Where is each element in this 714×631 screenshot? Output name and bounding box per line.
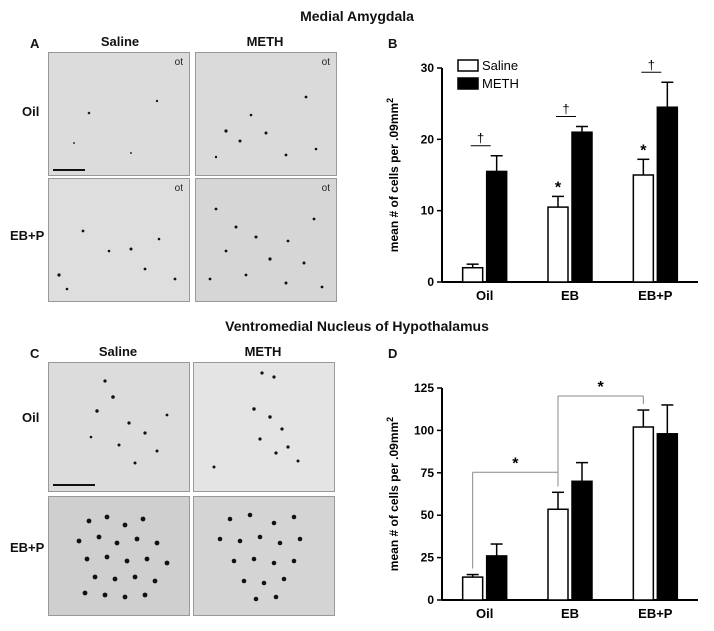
significance-asterisk: *: [555, 179, 562, 196]
micrograph-ma-meth-oil-cells: [214, 95, 318, 159]
panel-label-d: D: [388, 346, 398, 361]
bar-saline: [632, 174, 655, 283]
significance-dagger: †: [648, 57, 655, 72]
micrograph-vmh-saline-oil-cells: [53, 379, 169, 486]
x-tick-label: EB+P: [638, 606, 673, 621]
micrograph-vmh-meth-oil-cells: [212, 371, 300, 469]
top-section-title: Medial Amygdala: [300, 8, 414, 24]
bar-saline: [547, 206, 569, 283]
y-tick-label: 25: [421, 551, 435, 565]
y-tick-label: 30: [421, 61, 435, 75]
col-header-meth-top: METH: [246, 34, 284, 49]
micrograph-vmh-meth-oil: [193, 362, 335, 492]
significance-asterisk: *: [640, 142, 647, 159]
bar-saline: [547, 508, 569, 601]
y-tick-label: 20: [421, 132, 435, 146]
micrograph-vmh-saline-oil: [48, 362, 190, 492]
x-tick-label: EB+P: [638, 288, 673, 303]
row-header-ebp-top: EB+P: [10, 228, 45, 243]
y-tick-label: 75: [421, 466, 435, 480]
micrograph-vmh-saline-ebp-cells: [76, 514, 170, 600]
significance-dagger: †: [477, 131, 484, 146]
y-tick-label: 0: [427, 275, 434, 289]
legend-swatch-saline: [457, 59, 479, 72]
col-header-saline-bottom: Saline: [98, 344, 138, 359]
micrograph-ma-meth-oil: ot: [195, 52, 337, 176]
chart-d: 0 25 50 75 100 125 mean # of cells per .09mm2 O…: [385, 379, 698, 621]
x-tick-label: EB: [561, 288, 579, 303]
bar-meth: [485, 555, 508, 601]
x-tick-label: Oil: [476, 606, 493, 621]
micrograph-ma-meth-ebp-cells: [208, 207, 324, 289]
y-tick-label: 50: [421, 508, 435, 522]
bar-meth: [656, 106, 679, 283]
bar-saline: [632, 426, 655, 601]
ot-label: ot: [321, 57, 330, 68]
y-axis-label: mean # of cells per .09mm2: [385, 98, 401, 252]
micrograph-ma-saline-ebp: ot: [48, 178, 190, 302]
panel-label-c: C: [30, 346, 40, 361]
legend-swatch-meth: [457, 77, 479, 90]
significance-asterisk: *: [512, 455, 519, 472]
row-header-oil-bottom: Oil: [22, 410, 40, 425]
panel-label-a: A: [30, 36, 40, 51]
col-header-meth-bottom: METH: [244, 344, 282, 359]
micrograph-ma-meth-ebp: ot: [195, 178, 337, 302]
ot-label: ot: [321, 183, 330, 194]
micrograph-vmh-meth-ebp-cells: [217, 512, 303, 602]
bar-meth: [485, 170, 508, 283]
col-header-saline-top: Saline: [100, 34, 140, 49]
bar-saline: [461, 576, 484, 601]
ot-label: ot: [174, 183, 183, 194]
y-tick-label: 0: [427, 593, 434, 607]
row-header-oil-top: Oil: [22, 104, 40, 119]
legend-label-saline: Saline: [482, 58, 518, 73]
ot-label: ot: [174, 57, 183, 68]
micrograph-vmh-saline-ebp: [48, 496, 190, 616]
micrograph-ma-saline-ebp-cells: [57, 229, 177, 291]
micrograph-vmh-meth-ebp: [193, 496, 335, 616]
bar-saline: [461, 266, 484, 283]
legend-label-meth: METH: [482, 76, 519, 91]
row-header-ebp-bottom: EB+P: [10, 540, 45, 555]
y-tick-label: 100: [414, 423, 434, 437]
micrograph-ma-saline-oil: ot: [48, 52, 190, 176]
micrograph-ma-saline-oil-cells: [53, 99, 159, 171]
y-tick-label: 10: [421, 204, 435, 218]
bar-meth: [571, 480, 593, 601]
bar-meth: [656, 433, 679, 601]
significance-dagger: †: [562, 101, 569, 116]
panel-label-b: B: [388, 36, 398, 51]
y-tick-label: 125: [414, 381, 434, 395]
chart-b: 0 10 20 30 mean # of cells per .09mm2 Oil EB EB…: [385, 57, 698, 303]
x-tick-label: EB: [561, 606, 579, 621]
bottom-section-title: Ventromedial Nucleus of Hypothalamus: [225, 318, 489, 334]
x-tick-label: Oil: [476, 288, 493, 303]
bar-meth: [571, 131, 593, 283]
significance-asterisk: *: [598, 379, 605, 396]
y-axis-label: mean # of cells per .09mm2: [385, 417, 401, 571]
